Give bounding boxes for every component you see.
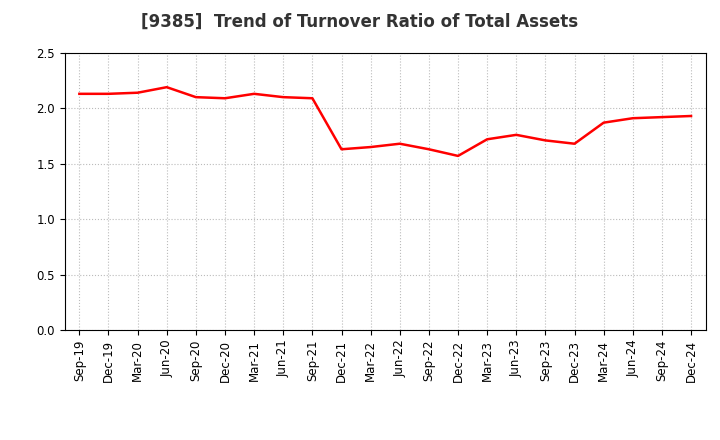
Text: [9385]  Trend of Turnover Ratio of Total Assets: [9385] Trend of Turnover Ratio of Total … bbox=[141, 13, 579, 31]
